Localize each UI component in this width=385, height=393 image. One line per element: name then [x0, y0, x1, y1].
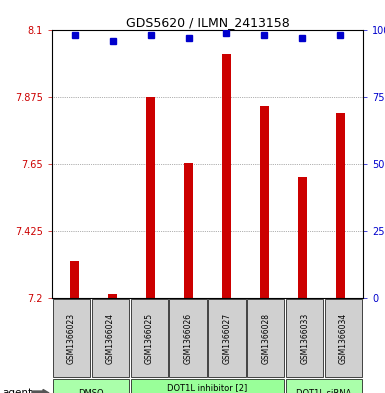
FancyArrow shape	[32, 389, 49, 393]
Text: GSM1366034: GSM1366034	[339, 312, 348, 364]
Text: DOT1L siRNA: DOT1L siRNA	[296, 389, 352, 393]
Text: GSM1366033: GSM1366033	[300, 312, 309, 364]
Text: GSM1366026: GSM1366026	[184, 312, 192, 364]
Bar	[131, 299, 168, 377]
Bar	[131, 379, 285, 393]
Bar	[70, 261, 79, 298]
Bar	[286, 379, 362, 393]
Bar	[335, 113, 345, 298]
Text: GSM1366024: GSM1366024	[106, 312, 115, 364]
Bar	[259, 106, 269, 298]
Bar	[286, 299, 323, 377]
Text: GSM1366027: GSM1366027	[223, 312, 231, 364]
Bar	[53, 299, 90, 377]
Bar	[92, 299, 129, 377]
Text: GSM1366028: GSM1366028	[261, 312, 270, 364]
Bar	[108, 294, 117, 298]
Bar	[146, 97, 156, 298]
Text: GSM1366025: GSM1366025	[145, 312, 154, 364]
Text: GSM1366023: GSM1366023	[67, 312, 76, 364]
Bar	[169, 299, 207, 377]
Bar	[53, 379, 129, 393]
Text: DOT1L inhibitor [2]
Compound 55: DOT1L inhibitor [2] Compound 55	[167, 383, 248, 393]
Bar	[208, 299, 246, 377]
Bar	[184, 163, 193, 298]
Bar	[222, 54, 231, 298]
Bar	[298, 177, 307, 298]
Bar	[325, 299, 362, 377]
Title: GDS5620 / ILMN_2413158: GDS5620 / ILMN_2413158	[126, 16, 290, 29]
Text: agent: agent	[2, 388, 32, 393]
Text: DMSO: DMSO	[78, 389, 104, 393]
Bar	[247, 299, 285, 377]
